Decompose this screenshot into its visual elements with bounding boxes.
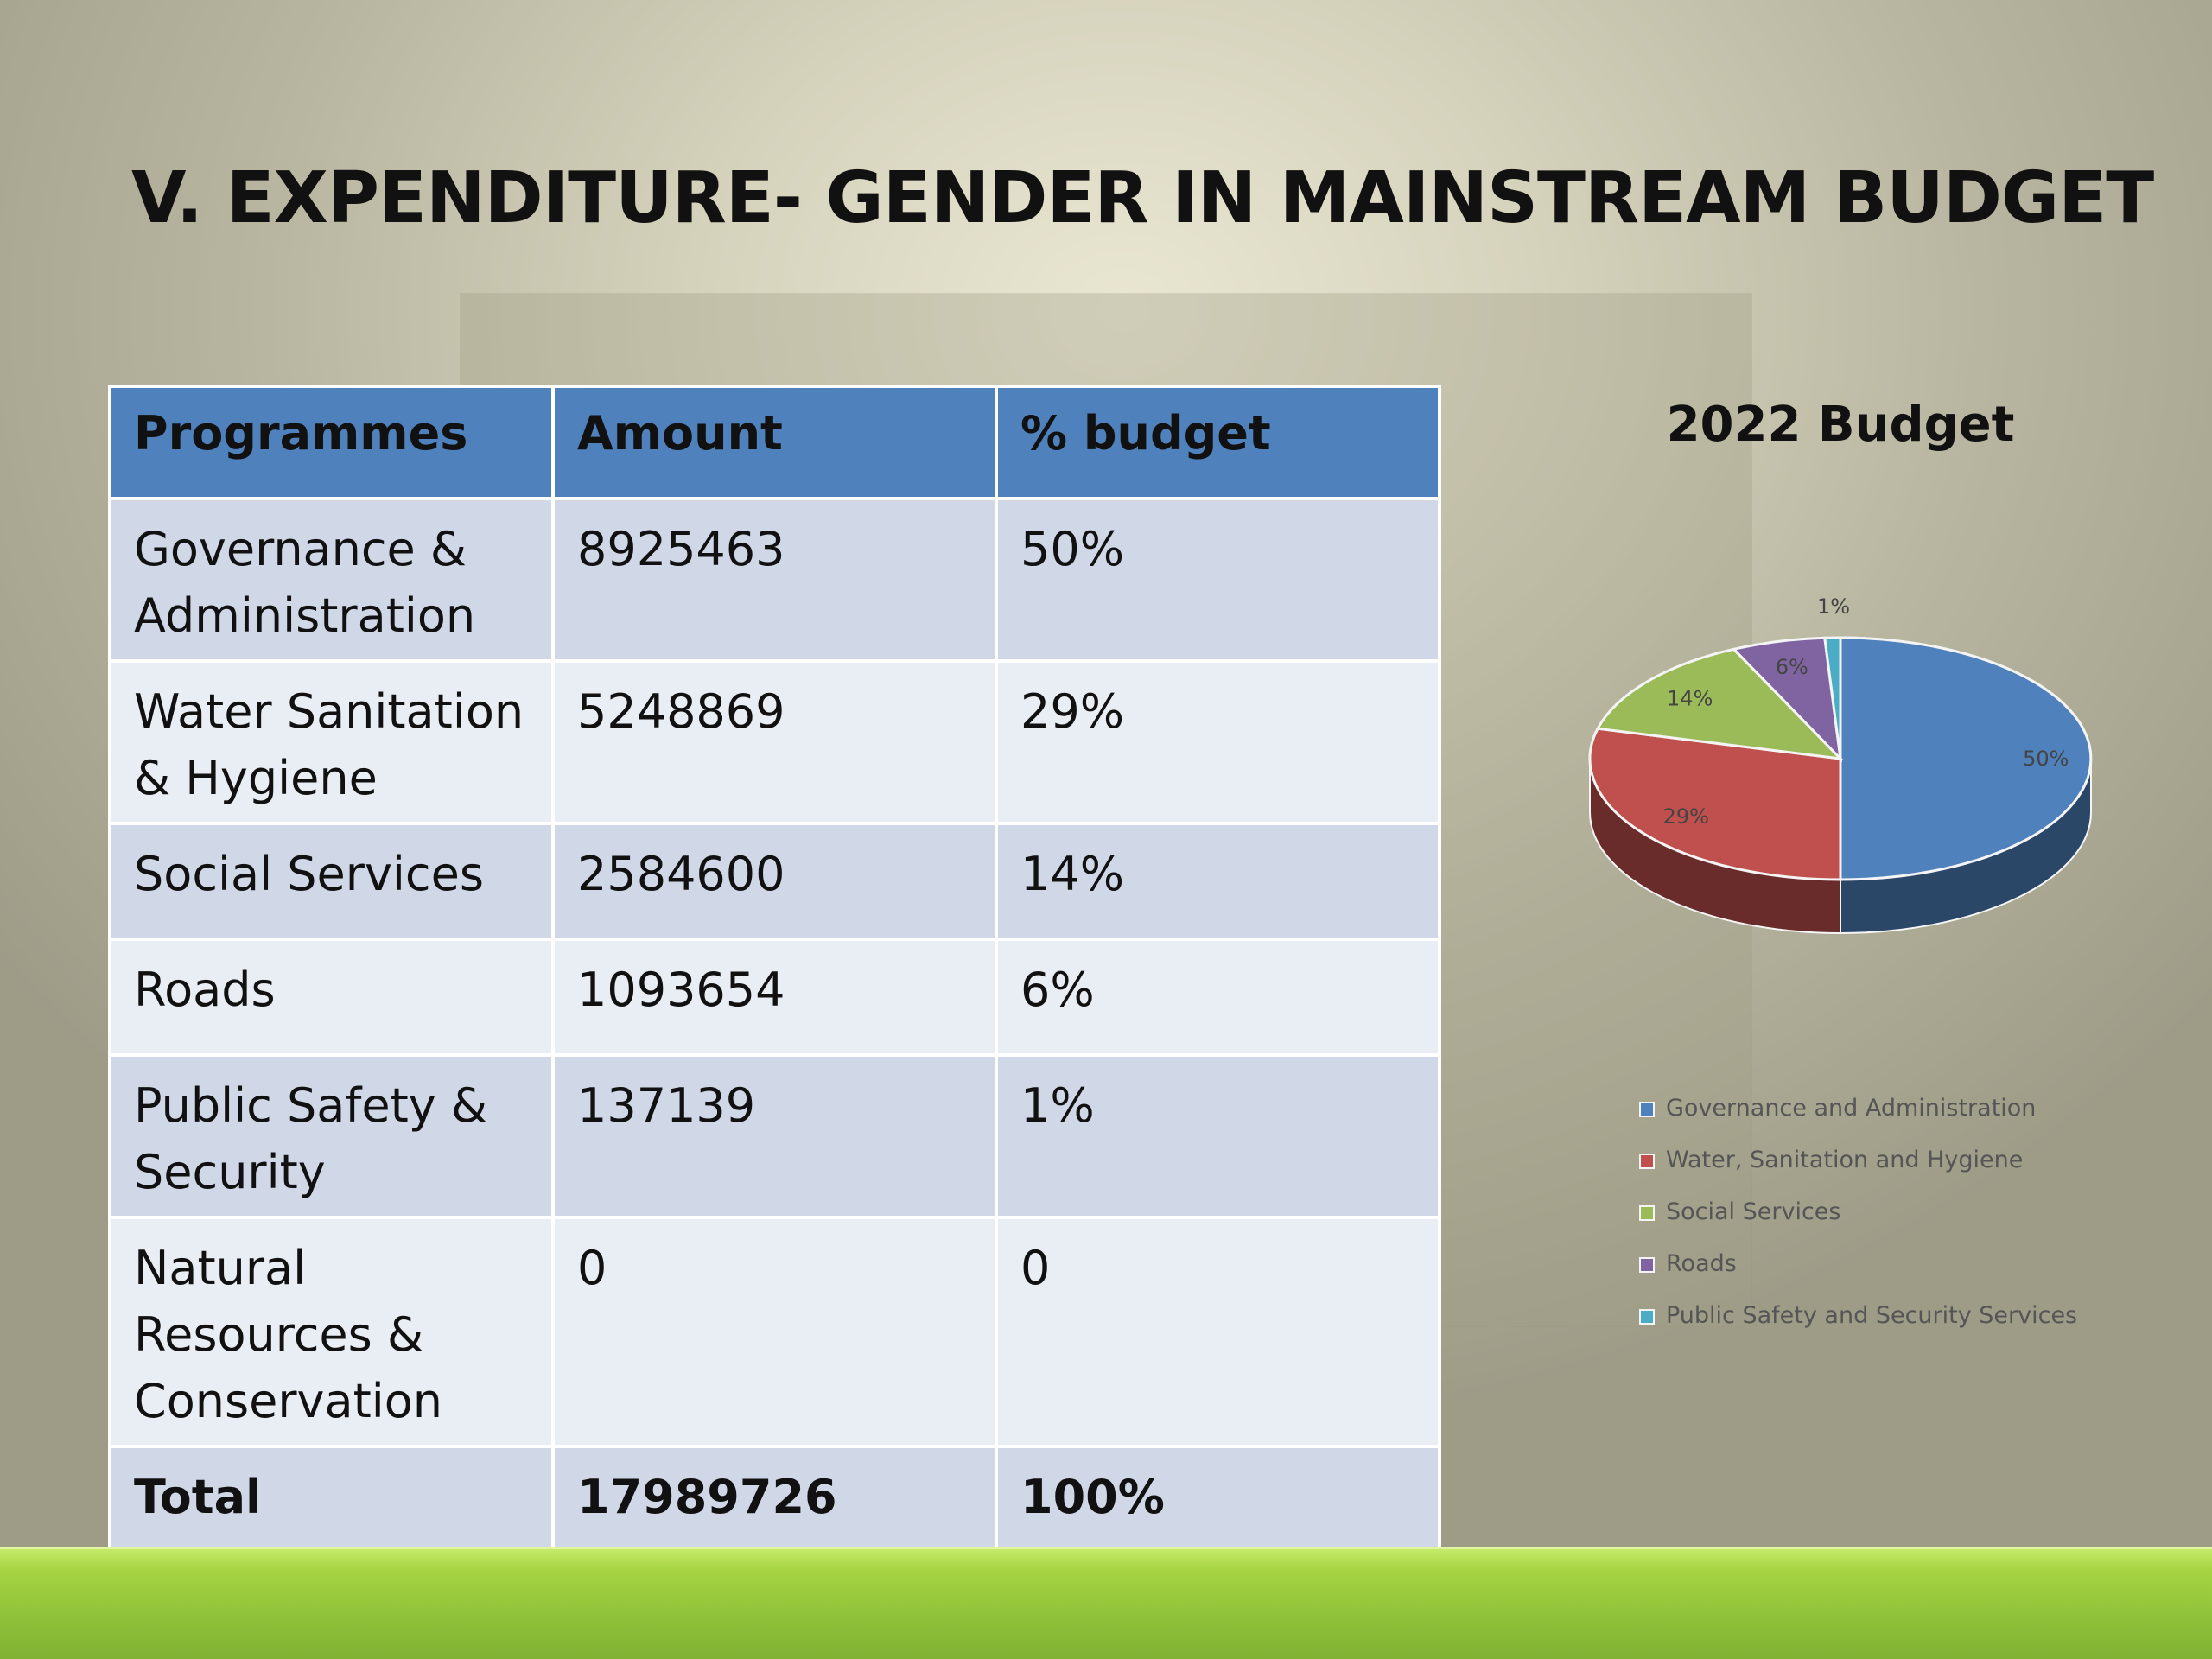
budget-pie-chart: 2022 Budget 50% 29% 14% 6% 1% Governance and A… [1521, 372, 2177, 1374]
pie-data-label-4: 1% [1817, 594, 1850, 619]
legend-label-2: Social Services [1666, 1198, 1841, 1225]
pie-data-label-1: 29% [1663, 804, 1709, 829]
header-percent-budget: % budget [995, 385, 1441, 500]
cell-programme: Public Safety & Security [108, 1053, 555, 1219]
cell-programme: Roads [108, 938, 555, 1057]
pie-slice-1 [1588, 727, 1842, 881]
cell-programme: Governance & Administration [108, 497, 555, 663]
pie-chart-svg: 2022 Budget 50% 29% 14% 6% 1% Governance and A… [1588, 397, 2093, 1329]
cell-percent: 1% [995, 1053, 1441, 1219]
legend-label-0: Governance and Administration [1666, 1095, 2036, 1122]
legend-label-3: Roads [1666, 1250, 1737, 1277]
cell-programme: Water Sanitation & Hygiene [108, 659, 555, 825]
legend-swatch-4 [1639, 1309, 1655, 1325]
chart-legend: Governance and Administration Water, Sani… [1639, 1095, 2077, 1329]
cell-percent: 0 [995, 1216, 1441, 1448]
budget-table: Programmes Amount % budget Governance & … [108, 385, 1441, 1566]
bottom-bar [0, 1547, 2212, 1659]
cell-amount: 5248869 [551, 659, 998, 825]
pie-top [1588, 636, 2093, 881]
table-row: Roads 1093654 6% [108, 938, 1441, 1057]
cell-amount: 2584600 [551, 822, 998, 941]
table-row: Social Services 2584600 14% [108, 822, 1441, 941]
pie-data-label-2: 14% [1667, 686, 1713, 710]
table-row: Governance & Administration 8925463 50% [108, 497, 1441, 663]
cell-amount: 137139 [551, 1053, 998, 1219]
table-row: Public Safety & Security 137139 1% [108, 1053, 1441, 1219]
header-amount: Amount [551, 385, 998, 500]
cell-programme: Social Services [108, 822, 555, 941]
table-total-row: Total 17989726 100% [108, 1445, 1441, 1566]
cell-percent: 50% [995, 497, 1441, 663]
legend-swatch-3 [1639, 1257, 1655, 1273]
table-row: Natural Resources & Conservation 0 0 [108, 1216, 1441, 1448]
cell-percent: 14% [995, 822, 1441, 941]
cell-amount: 0 [551, 1216, 998, 1448]
cell-percent: 6% [995, 938, 1441, 1057]
total-amount: 17989726 [551, 1445, 998, 1566]
cell-amount: 8925463 [551, 497, 998, 663]
table-row: Water Sanitation & Hygiene 5248869 29% [108, 659, 1441, 825]
cell-amount: 1093654 [551, 938, 998, 1057]
cell-percent: 29% [995, 659, 1441, 825]
cell-programme: Natural Resources & Conservation [108, 1216, 555, 1448]
legend-label-4: Public Safety and Security Services [1666, 1302, 2077, 1329]
table-header-row: Programmes Amount % budget [108, 385, 1441, 500]
slide-title: V. EXPENDITURE- GENDER IN MAINSTREAM BUD… [131, 157, 2154, 239]
pie-slice-2 [1595, 647, 1845, 761]
total-percent: 100% [995, 1445, 1441, 1566]
legend-swatch-1 [1639, 1154, 1655, 1169]
legend-swatch-0 [1639, 1102, 1655, 1117]
legend-swatch-2 [1639, 1205, 1655, 1221]
total-label: Total [108, 1445, 555, 1566]
pie-data-label-3: 6% [1776, 655, 1808, 679]
chart-title: 2022 Budget [1667, 397, 2015, 453]
legend-label-1: Water, Sanitation and Hygiene [1666, 1147, 2023, 1173]
pie-data-label-0: 50% [2023, 747, 2069, 771]
pie-slice-0 [1839, 636, 2093, 881]
header-programmes: Programmes [108, 385, 555, 500]
pie-slice-4 [1823, 636, 1842, 760]
